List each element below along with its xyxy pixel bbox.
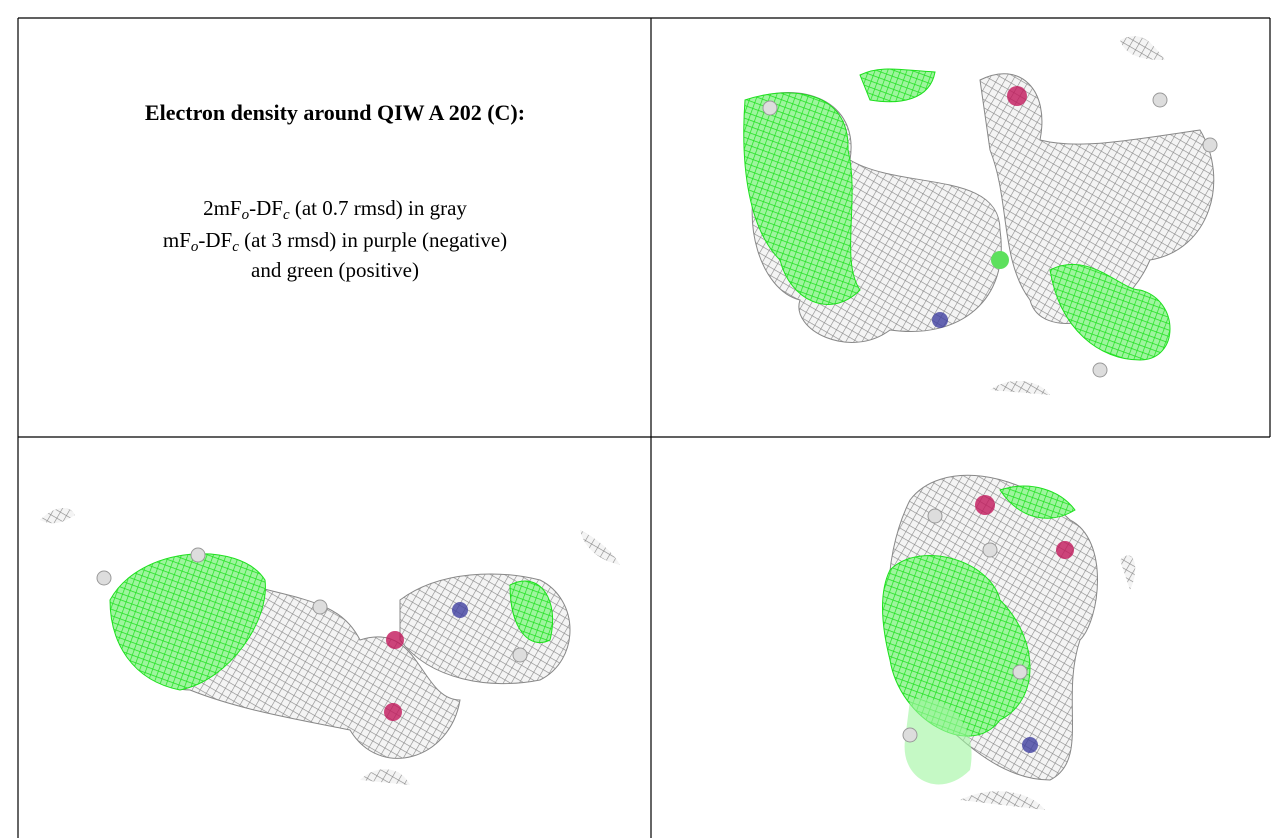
caption-text: -DF	[198, 228, 232, 252]
caption-line: 2mFo-DFc (at 0.7 rmsd) in gray	[203, 196, 467, 223]
caption-line: mFo-DFc (at 3 rmsd) in purple (negative)	[163, 228, 507, 255]
caption-text: (at 3 rmsd) in purple (negative)	[239, 228, 507, 252]
table-lines	[18, 18, 1270, 838]
caption-text: 2mF	[203, 196, 242, 220]
density-image-1	[744, 36, 1217, 395]
figure: Electron density around QIW A 202 (C): 2…	[0, 0, 1278, 838]
caption-text: and green (positive)	[251, 258, 419, 282]
density-image-2	[40, 508, 620, 785]
caption-line: and green (positive)	[251, 258, 419, 282]
caption-text: -DF	[249, 196, 283, 220]
caption-lines: 2mFo-DFc (at 0.7 rmsd) in gray mFo-DFc (a…	[163, 196, 507, 282]
caption-text: (at 0.7 rmsd) in gray	[290, 196, 468, 220]
caption-text: mF	[163, 228, 191, 252]
density-image-3	[883, 475, 1136, 810]
caption-title: Electron density around QIW A 202 (C):	[145, 100, 525, 125]
